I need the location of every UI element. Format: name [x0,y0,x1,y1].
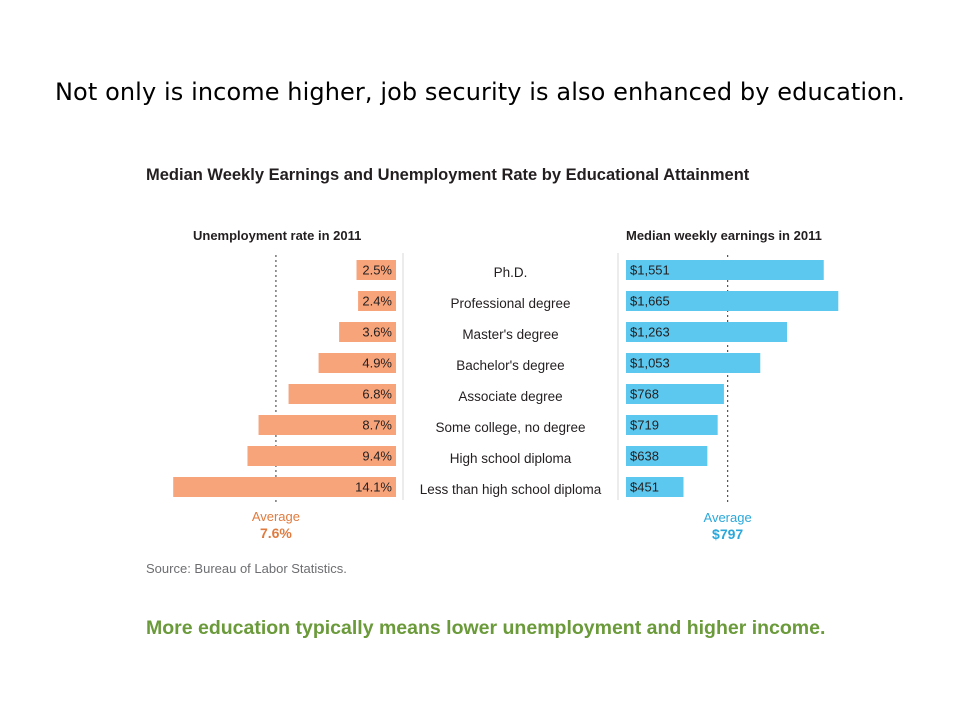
earnings-average-label: Average [704,510,752,525]
unemployment-value-label: 4.9% [362,356,392,371]
earnings-bar [626,446,708,466]
earnings-value-label: $1,551 [630,263,670,278]
unemployment-average-label: Average [252,509,300,524]
unemployment-value-label: 2.5% [362,263,392,278]
unemployment-average-value: 7.6% [260,525,292,541]
chart-source: Source: Bureau of Labor Statistics. [146,561,347,576]
earnings-bar [626,353,761,373]
earnings-value-label: $1,053 [630,356,670,371]
earnings-bar [626,415,718,435]
unemployment-value-label: 8.7% [362,418,392,433]
chart-title: Median Weekly Earnings and Unemployment … [146,166,750,184]
unemployment-bar [339,322,396,342]
earnings-value-label: $719 [630,418,659,433]
earnings-bar [626,291,839,311]
unemployment-bar [318,353,396,373]
unemployment-panel-title: Unemployment rate in 2011 [193,228,362,243]
unemployment-value-label: 2.4% [362,294,392,309]
earnings-value-label: $1,263 [630,325,670,340]
earnings-average-value: $797 [712,526,743,542]
category-label: High school diploma [450,451,572,466]
unemployment-bar [356,260,396,280]
unemployment-value-label: 14.1% [355,480,392,495]
earnings-bar [626,322,788,342]
earnings-value-label: $768 [630,387,659,402]
earnings-bar [626,260,824,280]
earnings-panel-title: Median weekly earnings in 2011 [626,228,822,243]
category-label: Ph.D. [494,265,528,280]
category-label: Less than high school diploma [420,482,602,497]
slide-heading: Not only is income higher, job security … [55,78,905,106]
category-label: Bachelor's degree [456,358,564,373]
earnings-value-label: $451 [630,480,659,495]
unemployment-bar [247,446,396,466]
earnings-bar [626,384,724,404]
category-label: Professional degree [450,296,570,311]
earnings-value-label: $638 [630,449,659,464]
earnings-bar [626,477,684,497]
earnings-value-label: $1,665 [630,294,670,309]
unemployment-value-label: 6.8% [362,387,392,402]
unemployment-bar [173,477,396,497]
category-label: Some college, no degree [435,420,585,435]
unemployment-value-label: 9.4% [362,449,392,464]
chart-takeaway: More education typically means lower une… [146,617,826,639]
unemployment-value-label: 3.6% [362,325,392,340]
category-label: Master's degree [462,327,558,342]
unemployment-bar [288,384,396,404]
category-label: Associate degree [458,389,562,404]
unemployment-bar [358,291,396,311]
unemployment-bar [258,415,396,435]
